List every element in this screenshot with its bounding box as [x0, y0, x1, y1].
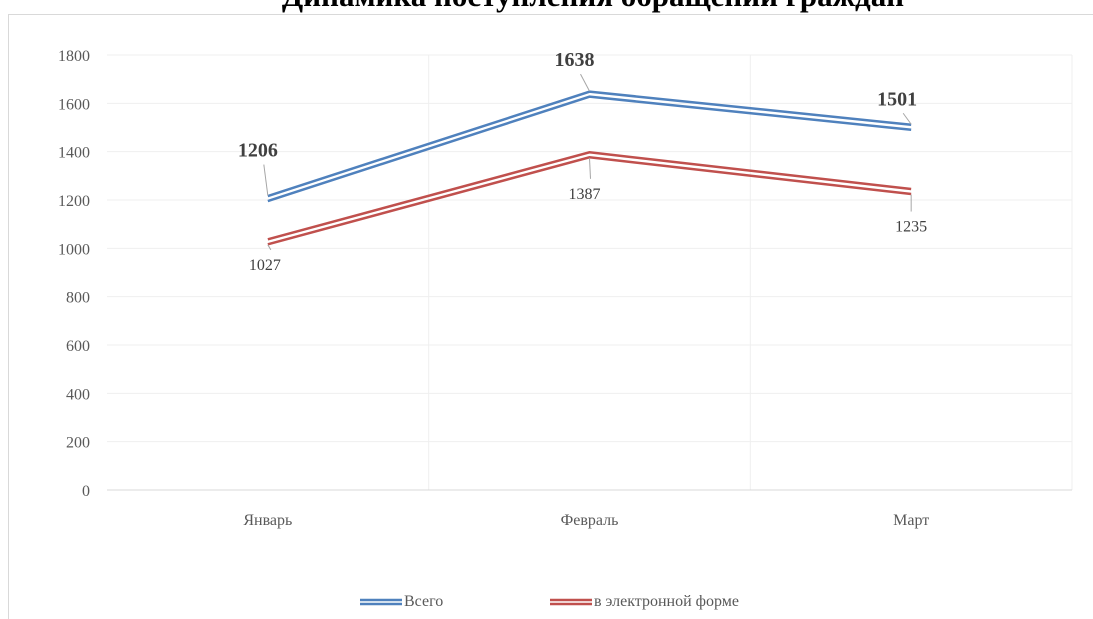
y-tick-label: 200 — [66, 435, 90, 452]
y-tick-label: 0 — [82, 483, 90, 500]
x-tick-label: Февраль — [561, 512, 619, 529]
y-tick-label: 1600 — [58, 96, 90, 113]
series-line-0 — [267, 90, 912, 198]
series-line-1 — [267, 156, 912, 246]
x-tick-label: Март — [893, 512, 929, 529]
y-tick-label: 400 — [66, 386, 90, 403]
leader-line — [580, 73, 590, 92]
leader-line — [267, 244, 272, 251]
data-label: 1638 — [555, 49, 595, 71]
series-line-1 — [267, 151, 912, 241]
gridlines — [107, 54, 1073, 490]
legend-swatch-total — [360, 598, 402, 606]
data-labels: 1206 1638 1501 1027 1387 1235 — [238, 49, 927, 274]
legend-label-electronic: в электронной форме — [594, 593, 740, 610]
y-tick-label: 1200 — [58, 193, 90, 210]
legend-swatch-electronic — [550, 598, 592, 606]
legend-item-total: Всего — [360, 592, 443, 612]
data-label: 1387 — [569, 186, 601, 203]
series-lines — [267, 90, 912, 246]
series-line-0 — [267, 95, 912, 203]
legend-item-electronic: в электронной форме — [550, 592, 739, 612]
chart-title: Динамика поступления обращений граждан — [0, 0, 1093, 14]
legend-label-total: Всего — [404, 593, 444, 610]
y-tick-label: 1000 — [58, 241, 90, 258]
chart-legend: Всего в электронной форме — [0, 592, 1093, 616]
y-tick-labels: 0 200 400 600 800 1000 1200 1400 1600 1800 — [58, 48, 90, 500]
y-tick-label: 600 — [66, 338, 90, 355]
data-label: 1027 — [249, 257, 281, 274]
leader-line — [902, 112, 912, 125]
x-tick-labels: Январь Февраль Март — [243, 512, 929, 529]
data-label: 1501 — [877, 88, 917, 110]
x-tick-label: Январь — [243, 512, 292, 529]
data-label: 1206 — [238, 140, 278, 162]
y-tick-label: 800 — [66, 290, 90, 307]
leader-line — [263, 164, 269, 196]
y-tick-label: 1800 — [58, 48, 90, 65]
data-label: 1235 — [895, 219, 927, 236]
y-tick-label: 1400 — [58, 145, 90, 162]
chart-frame — [8, 14, 1093, 619]
leader-line — [589, 157, 591, 179]
